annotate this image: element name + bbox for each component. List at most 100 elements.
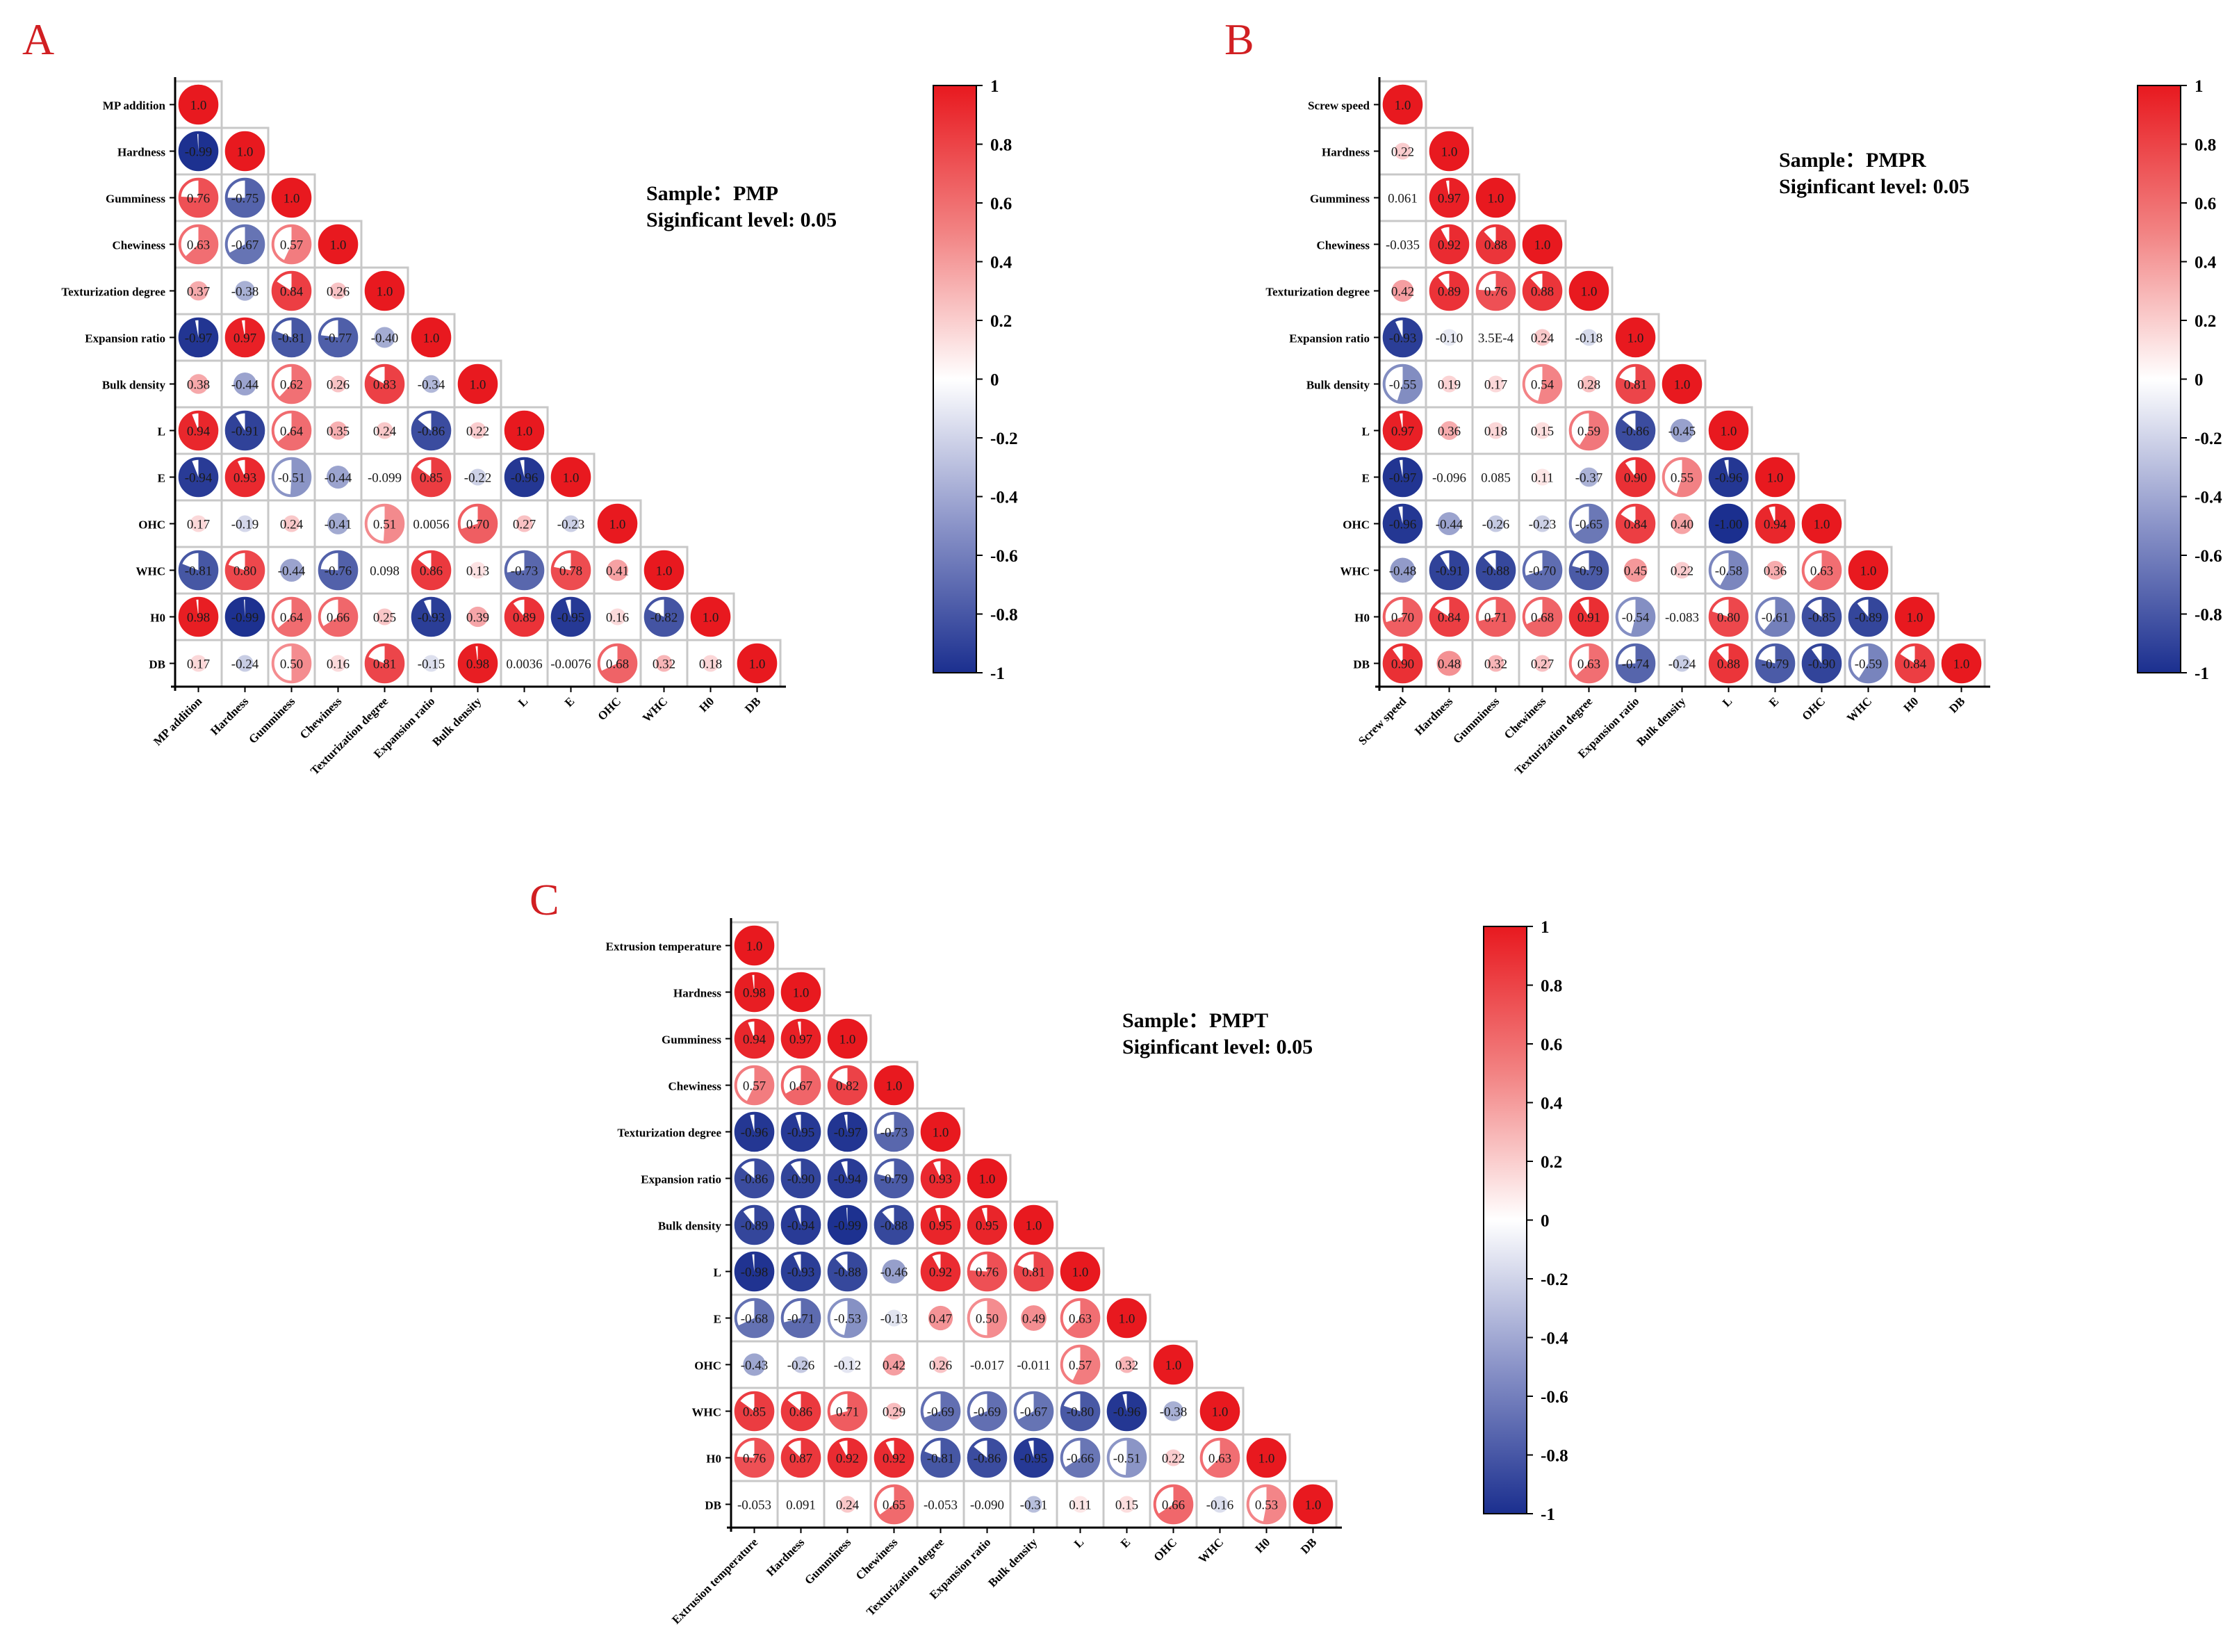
correlation-wedge (1066, 1299, 1099, 1337)
colorbar-tick-label: 0.8 (990, 136, 1012, 155)
correlation-cell: 0.50 (267, 639, 316, 688)
correlation-value: 0.92 (1438, 238, 1461, 253)
x-tick-label: OHC (1151, 1535, 1180, 1564)
correlation-dot (609, 608, 626, 625)
correlation-cell: 0.57 (1056, 1340, 1105, 1389)
correlation-wedge (552, 598, 590, 636)
correlation-dot (885, 1309, 903, 1327)
colorbar-tick-label: -0.8 (1541, 1447, 1568, 1466)
correlation-cell: -0.68 (730, 1293, 779, 1343)
correlation-cell: 0.0036 (500, 639, 549, 688)
correlation-cell: 0.38 (174, 359, 223, 409)
correlation-cell: 1.0 (686, 592, 735, 641)
correlation-dot (1118, 1356, 1135, 1373)
correlation-value: -0.82 (650, 611, 678, 625)
correlation-wedge (1616, 411, 1655, 450)
correlation-value: -0.91 (231, 425, 259, 439)
correlation-value: 1.0 (1258, 1452, 1275, 1466)
correlation-value: -0.99 (834, 1219, 862, 1234)
correlation-wedge (179, 179, 218, 217)
correlation-value: 0.64 (280, 611, 304, 625)
correlation-cell: -0.0076 (546, 639, 596, 688)
x-tick-label: Bulk density (985, 1535, 1040, 1589)
x-tick-label: Hardness (1412, 694, 1455, 737)
correlation-wedge (1616, 644, 1655, 682)
correlation-value: 0.98 (743, 986, 766, 1001)
correlation-value: -0.88 (1482, 564, 1510, 579)
correlation-cell: 1.0 (1890, 592, 1939, 641)
correlation-dot (743, 1353, 766, 1376)
correlation-cell: 0.64 (267, 406, 316, 455)
x-tick-label: Texturization degree (864, 1535, 947, 1619)
correlation-cell: 0.48 (1425, 639, 1474, 688)
correlation-value: 0.24 (1531, 332, 1555, 346)
correlation-cell: 0.86 (776, 1387, 826, 1436)
correlation-cell: 0.91 (1564, 592, 1614, 641)
correlation-dot (562, 515, 580, 532)
correlation-dot (1165, 1449, 1182, 1466)
y-tick-label: MP addition (103, 99, 166, 113)
correlation-wedge (284, 225, 311, 263)
correlation-value: -0.45 (1668, 425, 1696, 439)
correlation-value: -0.58 (1715, 564, 1743, 579)
correlation-value: -0.97 (185, 332, 213, 346)
correlation-cell: 0.27 (1518, 639, 1567, 688)
correlation-value: 1.0 (1581, 285, 1598, 300)
correlation-value: -0.41 (325, 518, 352, 532)
correlation-cell: 1.0 (1056, 1247, 1105, 1296)
correlation-cell: 0.24 (1518, 313, 1567, 362)
correlation-wedge (735, 1113, 773, 1151)
correlation-wedge (460, 505, 497, 543)
x-tick-label: Gumminess (246, 694, 297, 746)
colorbar: 1 0.8 0.6 0.4 0.2 0 -0.2 -0.4 -0.6 -0.8 -1 (933, 77, 1018, 683)
correlation-value: -0.37 (1575, 471, 1603, 486)
correlation-value: 0.25 (373, 611, 396, 625)
correlation-cell: 0.97 (1425, 173, 1474, 222)
correlation-cell: -0.55 (1378, 359, 1427, 409)
correlation-cell: -0.82 (639, 592, 689, 641)
colorbar-tick-label: 0.6 (1541, 1036, 1562, 1054)
correlation-wedge (968, 1252, 1006, 1291)
correlation-value: 1.0 (563, 471, 580, 486)
correlation-cell: 0.24 (267, 499, 316, 548)
correlation-cell: -0.65 (1564, 499, 1614, 548)
correlation-cell: -0.44 (267, 546, 316, 595)
correlation-wedge (179, 458, 218, 496)
correlation-value: -0.96 (1389, 518, 1417, 532)
correlation-cell: 0.97 (1378, 406, 1427, 455)
correlation-wedge (1263, 1485, 1286, 1523)
correlation-cell: 0.80 (220, 546, 270, 595)
correlation-cell: 0.13 (453, 546, 502, 595)
correlation-cell: -0.99 (823, 1200, 872, 1250)
correlation-cell: 1.0 (1425, 126, 1474, 176)
correlation-value: 0.19 (1438, 378, 1461, 393)
correlation-cell: -0.53 (823, 1293, 872, 1343)
correlation-cell: 0.71 (823, 1387, 872, 1436)
x-tick-label: Bulk density (429, 694, 484, 749)
correlation-value: 1.0 (470, 378, 486, 393)
correlation-value: 0.17 (1484, 378, 1507, 393)
correlation-value: 0.32 (1484, 657, 1507, 672)
correlation-value: 0.50 (976, 1312, 999, 1327)
correlation-cell: -0.40 (360, 313, 409, 362)
correlation-cell: -0.96 (500, 452, 549, 502)
correlation-wedge (412, 318, 450, 357)
correlation-wedge (1756, 458, 1794, 496)
correlation-value: -0.79 (1762, 657, 1789, 672)
y-tick-label: OHC (1343, 518, 1370, 532)
correlation-cell: -0.12 (823, 1340, 872, 1389)
correlation-dot (233, 372, 257, 396)
y-tick-label: Expansion ratio (641, 1173, 721, 1186)
correlation-value: 0.15 (1531, 425, 1554, 439)
colorbar-tick-label: -0.4 (990, 489, 1018, 507)
colorbar-gradient (933, 85, 977, 673)
colorbar-tick-label: -0.6 (1541, 1388, 1568, 1407)
correlation-cell: 0.57 (730, 1061, 779, 1110)
correlation-cell: 0.15 (1102, 1480, 1151, 1529)
correlation-value: 0.0036 (506, 657, 542, 672)
correlation-cell: 0.66 (313, 592, 363, 641)
correlation-value: -0.88 (880, 1219, 908, 1234)
correlation-value: 1.0 (330, 238, 347, 253)
correlation-wedge (968, 1439, 1006, 1477)
correlation-cell: 1.0 (1288, 1480, 1338, 1529)
